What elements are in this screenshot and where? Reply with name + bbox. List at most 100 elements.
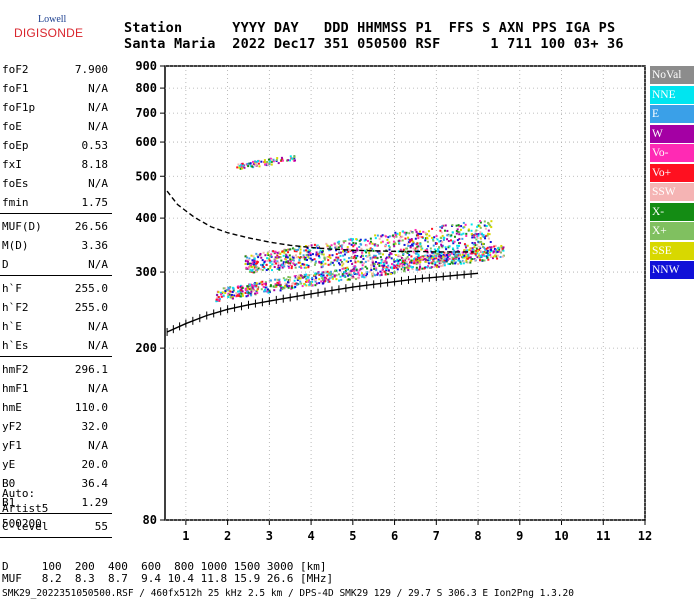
echo-dot xyxy=(357,271,360,274)
echo-dot xyxy=(421,256,424,259)
echo-dot xyxy=(442,255,445,258)
echo-dot xyxy=(436,252,439,255)
echo-dot xyxy=(240,292,243,295)
echo-dot xyxy=(455,224,458,227)
echo-dot xyxy=(254,160,257,163)
echo-dot xyxy=(285,255,288,258)
echo-dot xyxy=(458,237,461,240)
logo-name: DIGISONDE xyxy=(14,26,84,40)
echo-dot xyxy=(251,286,254,289)
echo-dot xyxy=(316,253,319,256)
echo-dot xyxy=(264,286,267,289)
echo-dot xyxy=(351,275,354,278)
echo-dot xyxy=(493,248,496,251)
echo-dot xyxy=(402,257,405,260)
echo-dot xyxy=(456,239,459,242)
echo-dot xyxy=(241,166,244,169)
echo-dot xyxy=(435,266,438,269)
x-tick-label: 7 xyxy=(433,529,440,543)
echo-dot xyxy=(404,259,407,262)
echo-dot xyxy=(399,258,402,261)
param-label: B0 xyxy=(2,477,16,490)
echo-dot xyxy=(381,264,384,267)
echo-dot xyxy=(380,273,383,276)
echo-dot xyxy=(398,233,401,236)
echo-dot xyxy=(448,245,451,248)
echo-dot xyxy=(475,229,478,232)
echo-dot xyxy=(379,274,382,277)
echo-dot xyxy=(220,295,223,298)
echo-dot xyxy=(440,243,443,246)
echo-dot xyxy=(341,247,344,250)
echo-dot xyxy=(314,284,317,287)
echo-dot xyxy=(441,234,444,237)
echo-dot xyxy=(278,266,281,269)
echo-dot xyxy=(438,260,441,263)
echo-dot xyxy=(396,258,399,261)
param-row: foEp 0.53 xyxy=(0,136,112,155)
echo-dot xyxy=(341,267,344,270)
echo-dot xyxy=(299,280,302,283)
echo-dot xyxy=(265,263,268,266)
echo-dot xyxy=(387,256,390,259)
echo-dot xyxy=(486,256,489,259)
echo-dot xyxy=(263,159,266,162)
y-tick-label: 400 xyxy=(135,211,157,225)
echo-dot xyxy=(272,250,275,253)
echo-dot xyxy=(273,289,276,292)
echo-dot xyxy=(224,291,227,294)
echo-dot xyxy=(371,264,374,267)
echo-dot xyxy=(351,262,354,265)
echo-dot xyxy=(415,263,418,266)
param-separator xyxy=(0,213,112,214)
echo-dot xyxy=(261,265,264,268)
echo-dot xyxy=(436,248,439,251)
echo-dot xyxy=(439,256,442,259)
echo-dot xyxy=(428,259,431,262)
echo-dot xyxy=(277,251,280,254)
echo-dot xyxy=(314,260,317,263)
echo-dot xyxy=(347,260,350,263)
echo-dot xyxy=(412,243,415,246)
echo-dot xyxy=(364,260,367,263)
echo-dot xyxy=(236,294,239,297)
echo-dot xyxy=(375,256,378,259)
echo-dot xyxy=(489,224,492,227)
echo-dot xyxy=(255,162,258,165)
echo-dot xyxy=(329,270,332,273)
echo-dot xyxy=(259,281,262,284)
echo-dot xyxy=(451,262,454,265)
echo-dot xyxy=(289,248,292,251)
echo-dot xyxy=(432,239,435,242)
echo-dot xyxy=(270,160,273,163)
echo-dot xyxy=(463,249,466,252)
echo-dot xyxy=(318,260,321,263)
echo-dot xyxy=(372,256,375,259)
echo-dot xyxy=(331,277,334,280)
logo-brand: Lowell xyxy=(38,14,67,25)
echo-dot xyxy=(489,250,492,253)
echo-dot xyxy=(327,278,330,281)
echo-dot xyxy=(300,282,303,285)
echo-dot xyxy=(438,240,441,243)
echo-dot xyxy=(496,250,499,253)
echo-dot xyxy=(498,248,501,251)
echo-dot xyxy=(250,289,253,292)
echo-dot xyxy=(314,272,317,275)
echo-dot xyxy=(459,228,462,231)
echo-dot xyxy=(229,286,232,289)
echo-dot xyxy=(481,259,484,262)
echo-dot xyxy=(376,273,379,276)
echo-dot xyxy=(307,256,310,259)
echo-dot xyxy=(479,221,482,224)
echo-dot xyxy=(464,248,467,251)
echo-dot xyxy=(371,273,374,276)
echo-dot xyxy=(470,223,473,226)
echo-dot xyxy=(467,253,470,256)
echo-dot xyxy=(401,230,404,233)
echo-dot xyxy=(424,249,427,252)
echo-dot xyxy=(271,269,274,272)
echo-dot xyxy=(457,244,460,247)
param-row: foF1 N/A xyxy=(0,79,112,98)
